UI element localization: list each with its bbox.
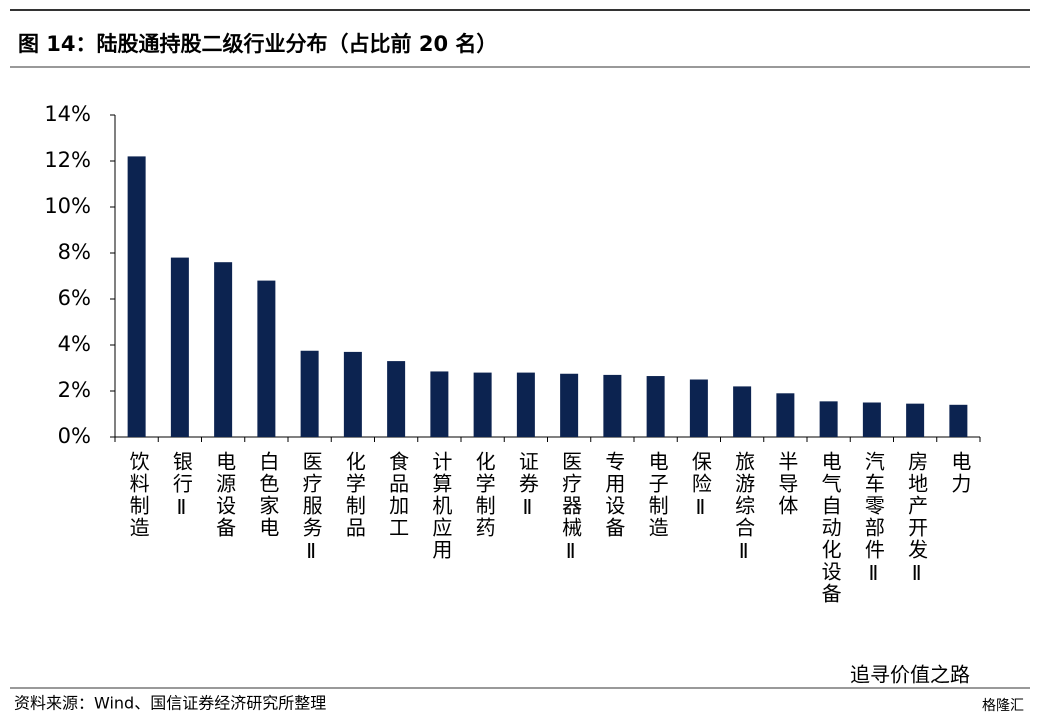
- x-tick-label: 汽车零部件Ⅱ: [861, 451, 885, 587]
- x-tick-label: 化学制品: [342, 451, 366, 539]
- bar: [300, 350, 319, 437]
- x-tick-label: 医疗器械Ⅱ: [559, 451, 583, 565]
- bar: [214, 262, 233, 437]
- y-tick-label: 6%: [58, 286, 91, 310]
- y-tick-label: 4%: [58, 332, 91, 356]
- x-tick-label: 化学制药: [472, 451, 496, 539]
- x-tick-label: 食品加工: [386, 451, 410, 539]
- bar: [516, 372, 535, 437]
- bar: [170, 257, 189, 437]
- bar: [906, 403, 925, 437]
- x-tick-label: 电子制造: [645, 451, 669, 539]
- x-tick-label: 保险Ⅱ: [688, 451, 712, 521]
- bar: [560, 373, 579, 437]
- bar: [776, 393, 795, 437]
- watermark: 追寻价值之路: [850, 663, 970, 687]
- y-tick-label: 8%: [58, 240, 91, 264]
- x-tick-label: 专用设备: [602, 451, 626, 539]
- x-tick-label: 电源设备: [213, 451, 237, 539]
- x-tick-label: 旅游综合Ⅱ: [732, 451, 756, 565]
- x-tick-label: 银行Ⅱ: [169, 451, 193, 521]
- logo: 格隆汇: [982, 698, 1024, 714]
- bar: [689, 379, 708, 437]
- x-tick-label: 白色家电: [256, 451, 280, 539]
- x-tick-label: 房地产开发Ⅱ: [905, 451, 929, 587]
- bar: [733, 386, 752, 437]
- y-tick-label: 12%: [44, 148, 91, 172]
- x-tick-label: 饮料制造: [126, 451, 150, 539]
- chart-title: 图 14：陆股通持股二级行业分布（占比前 20 名）: [18, 32, 497, 56]
- x-tick-label: 证券Ⅱ: [515, 451, 539, 521]
- bar: [473, 372, 492, 437]
- x-tick-label: 半导体: [775, 451, 799, 517]
- x-tick-label: 医疗服务Ⅱ: [299, 451, 323, 565]
- bar: [257, 280, 276, 437]
- bar: [819, 401, 838, 437]
- bar: [127, 156, 146, 437]
- bar: [603, 374, 622, 437]
- bar: [949, 404, 968, 437]
- bar: [430, 371, 449, 437]
- bar: [862, 402, 881, 437]
- source-note: 资料来源：Wind、国信证券经济研究所整理: [14, 694, 326, 713]
- y-tick-label: 0%: [58, 424, 91, 448]
- bar: [343, 351, 362, 437]
- y-tick-label: 14%: [44, 102, 91, 126]
- bar: [646, 376, 665, 437]
- y-tick-label: 2%: [58, 378, 91, 402]
- x-tick-label: 电气自动化设备: [818, 451, 842, 605]
- x-tick-label: 计算机应用: [429, 451, 453, 561]
- y-tick-label: 10%: [44, 194, 91, 218]
- bar: [387, 361, 406, 437]
- x-tick-label: 电力: [948, 451, 972, 495]
